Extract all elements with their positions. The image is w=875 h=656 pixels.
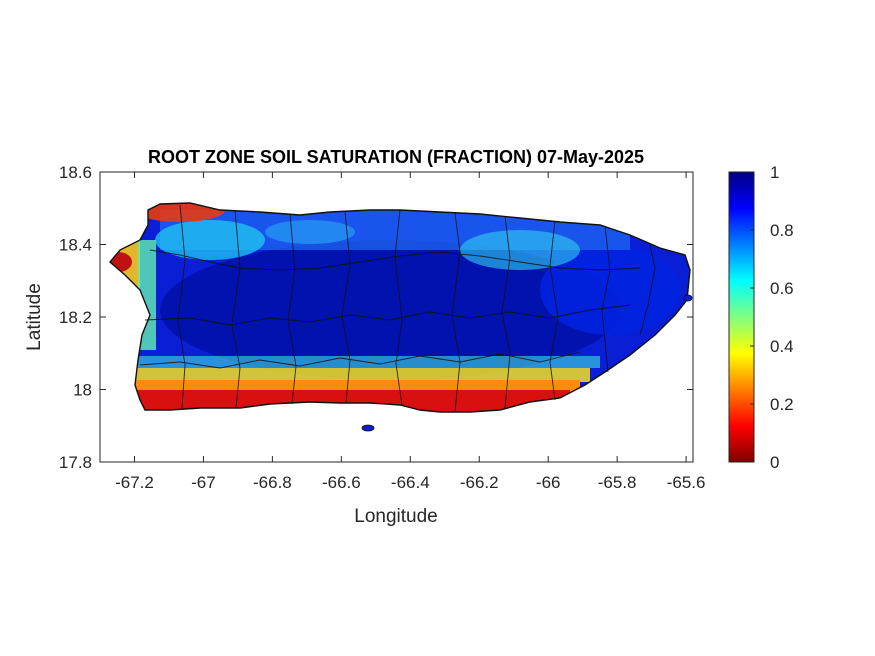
x-tick-label: -65.6 [667, 473, 706, 492]
colorbar-tick-label: 0.2 [770, 395, 794, 414]
x-tick-label: -66.8 [253, 473, 292, 492]
chart-title: ROOT ZONE SOIL SATURATION (FRACTION) 07-… [148, 147, 644, 167]
x-axis-title: Longitude [354, 506, 437, 527]
y-tick-label: 18 [73, 381, 92, 400]
y-axis-ticks: 18.6 18.4 18.2 18 17.8 [59, 163, 693, 472]
interior-wet-zone [160, 240, 620, 380]
x-tick-label: -66 [536, 473, 561, 492]
x-tick-label: -66.4 [391, 473, 430, 492]
y-axis-title: Latitude [24, 283, 45, 351]
colorbar-tick-label: 0.6 [770, 279, 794, 298]
colorbar-ticks: 1 0.8 0.6 0.4 0.2 0 [750, 163, 794, 472]
colorbar-tick-label: 0 [770, 453, 779, 472]
south-coast-yellow [130, 368, 590, 382]
x-tick-label: -66.2 [460, 473, 499, 492]
north-cyan-patch-2 [460, 230, 580, 270]
south-coast-red [130, 390, 570, 412]
east-wet-zone [540, 245, 680, 335]
y-tick-label: 18.4 [59, 236, 92, 255]
colorbar-tick-label: 1 [770, 163, 779, 182]
y-tick-label: 17.8 [59, 453, 92, 472]
south-coast-orange [130, 380, 580, 392]
colorbar-tick-label: 0.4 [770, 337, 794, 356]
municipal-boundaries [139, 204, 656, 413]
x-tick-label: -66.6 [322, 473, 361, 492]
x-tick-label: -65.8 [598, 473, 637, 492]
caja-de-muertos-island [361, 424, 375, 432]
x-axis-ticks: -67.2 -67 -66.8 -66.6 -66.4 -66.2 -66 -65.8 -65.… [115, 172, 705, 492]
y-tick-label: 18.6 [59, 163, 92, 182]
east-islet [683, 294, 693, 302]
x-tick-label: -67 [191, 473, 216, 492]
north-cyan-patch-3 [265, 220, 355, 244]
x-tick-label: -67.2 [115, 473, 154, 492]
y-tick-label: 18.2 [59, 308, 92, 327]
colorbar [728, 171, 755, 463]
colorbar-tick-label: 0.8 [770, 221, 794, 240]
